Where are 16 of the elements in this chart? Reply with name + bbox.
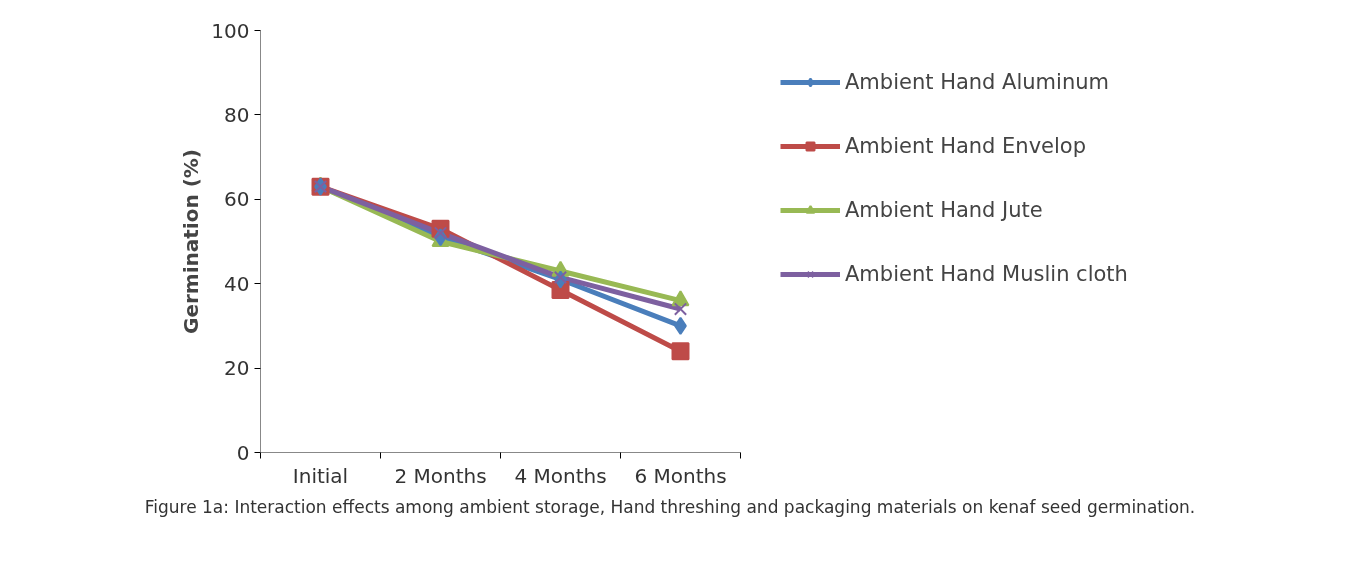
x-tick-label: 6 Months bbox=[634, 463, 727, 488]
y-tick-label: 0 bbox=[236, 440, 250, 465]
y-tick-label: 40 bbox=[224, 271, 250, 296]
legend-label: Ambient Hand Muslin cloth bbox=[845, 262, 1128, 286]
x-tick-label: 4 Months bbox=[514, 463, 607, 488]
x-tick-label: Initial bbox=[292, 463, 349, 488]
y-tick-label: 60 bbox=[224, 187, 250, 212]
y-axis-title: Germination (%) bbox=[179, 149, 204, 334]
caption: Figure 1a: Interaction effects among ambient storage, Hand threshing and packaging materials on kenaf seed germination. bbox=[144, 496, 1196, 519]
y-tick-label: 20 bbox=[224, 356, 250, 381]
legend-label: Ambient Hand Jute bbox=[845, 198, 1043, 222]
y-tick-label: 80 bbox=[224, 102, 250, 127]
legend-label: Ambient Hand Envelop bbox=[845, 134, 1087, 158]
x-tick-label: 2 Months bbox=[394, 463, 487, 488]
y-tick-label: 100 bbox=[211, 18, 250, 43]
legend-label: Ambient Hand Aluminum bbox=[845, 70, 1109, 94]
